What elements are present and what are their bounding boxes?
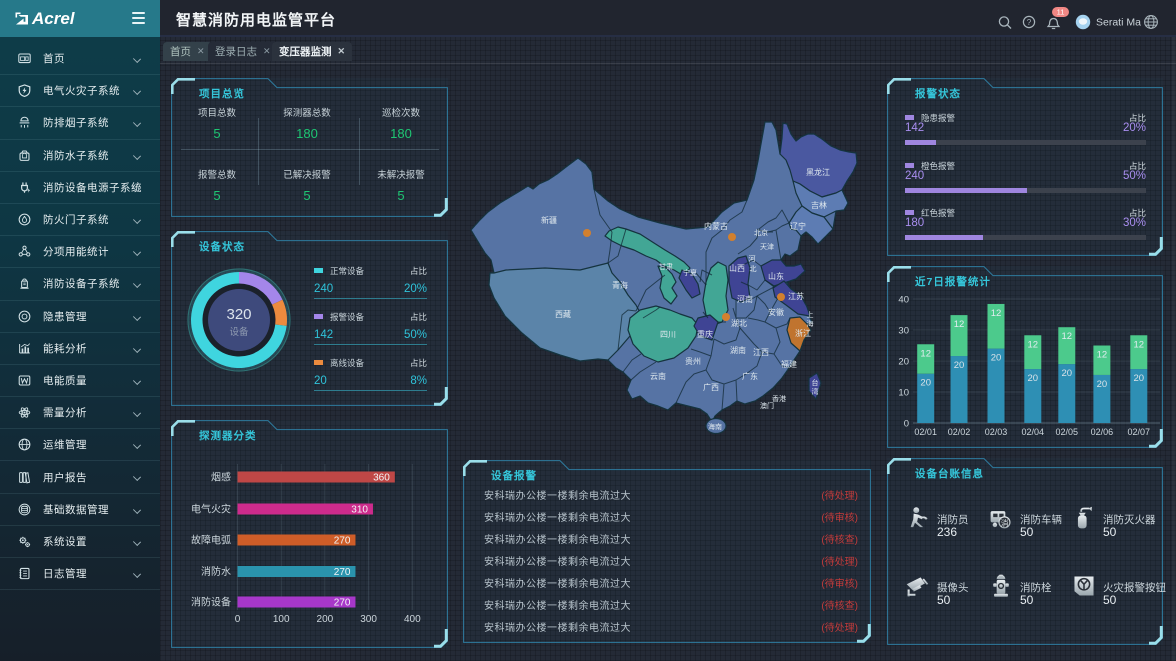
svg-text:12: 12 (1028, 339, 1039, 350)
svg-text:20: 20 (1028, 373, 1039, 384)
svg-text:内蒙古: 内蒙古 (704, 221, 728, 231)
svg-text:河: 河 (749, 255, 756, 263)
svg-text:300: 300 (360, 614, 377, 625)
svg-text:20: 20 (954, 360, 965, 371)
svg-text:澳门: 澳门 (760, 401, 774, 410)
svg-text:02/07: 02/07 (1128, 427, 1151, 437)
svg-text:福建: 福建 (781, 359, 797, 369)
svg-text:?: ? (1027, 18, 1032, 27)
svg-text:浙江: 浙江 (795, 328, 811, 338)
svg-text:重庆: 重庆 (697, 329, 713, 339)
svg-text:贵州: 贵州 (685, 356, 701, 366)
svg-text:20: 20 (991, 353, 1002, 364)
svg-text:270: 270 (334, 598, 351, 609)
svg-text:吉林: 吉林 (811, 200, 827, 210)
svg-text:安徽: 安徽 (768, 307, 784, 317)
svg-text:黑龙江: 黑龙江 (806, 167, 830, 177)
svg-text:02/03: 02/03 (985, 427, 1008, 437)
svg-text:宁夏: 宁夏 (683, 268, 697, 277)
svg-text:电气火灾: 电气火灾 (191, 503, 231, 516)
svg-text:北: 北 (750, 265, 757, 273)
svg-text:海: 海 (807, 319, 814, 328)
svg-text:山西: 山西 (729, 263, 745, 273)
svg-text:消防水: 消防水 (201, 565, 231, 578)
svg-text:广东: 广东 (742, 371, 758, 381)
svg-text:台: 台 (812, 378, 819, 387)
svg-text:30: 30 (898, 326, 909, 337)
svg-text:上: 上 (807, 310, 814, 319)
svg-text:消: 消 (1001, 518, 1009, 528)
svg-text:20: 20 (1097, 379, 1108, 390)
svg-text:360: 360 (373, 473, 390, 484)
svg-text:40: 40 (898, 295, 909, 306)
svg-text:海南: 海南 (708, 422, 722, 431)
svg-text:新疆: 新疆 (541, 215, 557, 225)
svg-text:02/01: 02/01 (914, 427, 937, 437)
svg-text:湖南: 湖南 (730, 345, 746, 355)
svg-text:100: 100 (273, 614, 290, 625)
svg-text:山东: 山东 (768, 271, 784, 281)
svg-text:香港: 香港 (772, 394, 786, 403)
svg-text:甘肃: 甘肃 (659, 262, 673, 271)
svg-text:200: 200 (317, 614, 334, 625)
svg-text:湾: 湾 (812, 387, 819, 396)
svg-text:02/05: 02/05 (1056, 427, 1079, 437)
svg-text:设备: 设备 (229, 326, 249, 338)
svg-text:江西: 江西 (753, 348, 769, 357)
svg-text:消防设备: 消防设备 (191, 596, 231, 609)
svg-text:20: 20 (920, 378, 931, 389)
svg-text:烟感: 烟感 (211, 471, 231, 484)
svg-text:青海: 青海 (612, 280, 628, 290)
svg-text:320: 320 (226, 306, 251, 323)
svg-text:20: 20 (1134, 373, 1145, 384)
svg-text:12: 12 (1062, 331, 1073, 342)
svg-text:12: 12 (1097, 350, 1108, 361)
svg-text:河南: 河南 (737, 294, 753, 304)
svg-text:江苏: 江苏 (788, 291, 804, 301)
svg-text:02/04: 02/04 (1022, 427, 1045, 437)
svg-text:四川: 四川 (660, 330, 676, 339)
svg-text:20: 20 (898, 357, 909, 368)
svg-text:北京: 北京 (754, 228, 768, 237)
svg-text:270: 270 (334, 536, 351, 547)
svg-text:西藏: 西藏 (555, 309, 571, 319)
svg-text:12: 12 (991, 308, 1002, 319)
svg-text:Serati Ma: Serati Ma (1096, 17, 1141, 29)
svg-text:0: 0 (904, 419, 909, 430)
svg-text:12: 12 (920, 348, 931, 359)
svg-text:10: 10 (898, 388, 909, 399)
svg-text:0: 0 (235, 614, 241, 625)
svg-text:11: 11 (1057, 8, 1065, 17)
svg-text:广西: 广西 (703, 382, 719, 392)
svg-text:02/02: 02/02 (948, 427, 971, 437)
svg-text:20: 20 (1062, 368, 1073, 379)
svg-text:湖北: 湖北 (731, 319, 747, 328)
svg-text:故障电弧: 故障电弧 (191, 534, 231, 547)
svg-text:02/06: 02/06 (1091, 427, 1114, 437)
svg-text:310: 310 (351, 505, 368, 516)
svg-text:云南: 云南 (650, 371, 666, 381)
svg-text:天津: 天津 (760, 243, 774, 251)
svg-text:辽宁: 辽宁 (790, 221, 806, 231)
svg-text:12: 12 (954, 319, 965, 330)
svg-text:12: 12 (1134, 339, 1145, 350)
svg-text:400: 400 (404, 614, 421, 625)
svg-text:270: 270 (334, 567, 351, 578)
